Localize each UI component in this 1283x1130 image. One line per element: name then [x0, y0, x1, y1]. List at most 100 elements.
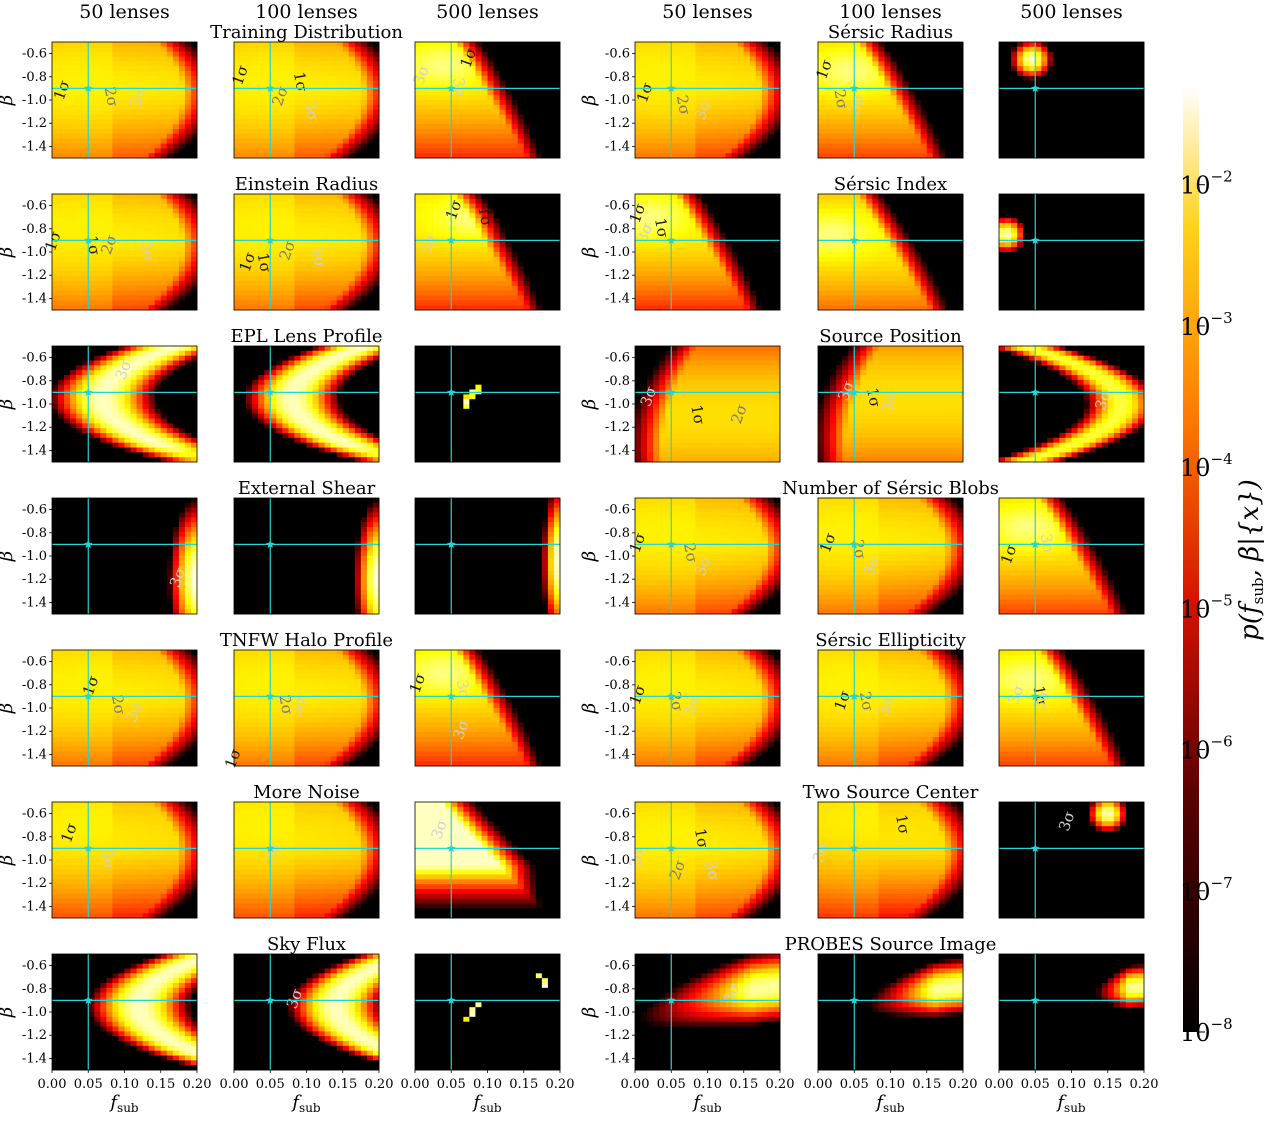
heatmap-cell [903, 81, 909, 86]
heatmap-cell [463, 115, 469, 120]
heatmap-cell [349, 115, 355, 120]
heatmap-cell [451, 144, 457, 149]
heatmap-cell [1126, 124, 1132, 129]
heatmap-cell [1023, 47, 1029, 52]
heatmap-cell [70, 144, 76, 149]
heatmap-cell [294, 52, 300, 57]
heatmap-cell [824, 124, 830, 129]
heatmap-cell [179, 300, 185, 305]
heatmap-cell [635, 76, 641, 81]
heatmap-cell [999, 105, 1005, 110]
heatmap-cell [927, 81, 933, 86]
heatmap-cell [524, 42, 530, 47]
heatmap-cell [768, 66, 774, 71]
heatmap-cell [294, 144, 300, 149]
heatmap-cell [307, 139, 313, 144]
heatmap-cell [897, 81, 903, 86]
heatmap-cell [481, 134, 487, 139]
heatmap-cell [118, 144, 124, 149]
heatmap-cell [70, 209, 76, 214]
panel-row-title: Sérsic Ellipticity [815, 630, 966, 651]
heatmap-cell [830, 148, 836, 153]
heatmap-cell [161, 105, 167, 110]
heatmap-cell [427, 95, 433, 100]
heatmap-cell [1108, 57, 1114, 62]
heatmap-cell [167, 76, 173, 81]
heatmap-cell [500, 61, 506, 66]
heatmap-cell [689, 66, 695, 71]
heatmap-cell [860, 139, 866, 144]
heatmap-cell [88, 262, 94, 267]
heatmap-cell [64, 209, 70, 214]
heatmap-cell [88, 66, 94, 71]
heatmap-cell [76, 100, 82, 105]
heatmap-cell [52, 110, 58, 115]
heatmap-cell [282, 233, 288, 238]
heatmap-cell [76, 218, 82, 223]
heatmap-cell [1041, 42, 1047, 47]
heatmap-cell [367, 47, 373, 52]
heatmap-cell [506, 119, 512, 124]
heatmap-cell [258, 139, 264, 144]
heatmap-cell [701, 57, 707, 62]
heatmap-cell [951, 100, 957, 105]
heatmap-cell [641, 148, 647, 153]
heatmap-cell [469, 124, 475, 129]
heatmap-cell [659, 61, 665, 66]
heatmap-cell [750, 124, 756, 129]
heatmap-cell [1035, 76, 1041, 81]
heatmap-cell [927, 144, 933, 149]
heatmap-cell [475, 95, 481, 100]
heatmap-cell [143, 271, 149, 276]
heatmap-cell [161, 100, 167, 105]
heatmap-cell [897, 90, 903, 95]
heatmap-cell [58, 276, 64, 281]
heatmap-cell [307, 90, 313, 95]
heatmap-cell [288, 144, 294, 149]
heatmap-cell [909, 52, 915, 57]
heatmap-cell [548, 47, 554, 52]
heatmap-cell [421, 105, 427, 110]
heatmap-cell [246, 291, 252, 296]
heatmap-cell [756, 124, 762, 129]
heatmap-cell [536, 119, 542, 124]
heatmap-cell [179, 148, 185, 153]
heatmap-cell [738, 71, 744, 76]
heatmap-cell [1114, 148, 1120, 153]
heatmap-cell [125, 139, 131, 144]
heatmap-cell [161, 213, 167, 218]
heatmap-cell [118, 115, 124, 120]
heatmap-cell [52, 209, 58, 214]
heatmap-cell [774, 139, 780, 144]
heatmap-cell [118, 257, 124, 262]
heatmap-cell [708, 144, 714, 149]
heatmap-cell [161, 262, 167, 267]
heatmap-cell [100, 194, 106, 199]
heatmap-cell [106, 57, 112, 62]
heatmap-cell [131, 218, 137, 223]
heatmap-cell [500, 105, 506, 110]
heatmap-cell [903, 71, 909, 76]
heatmap-cell [234, 223, 240, 228]
heatmap-cell [167, 247, 173, 252]
heatmap-cell [64, 194, 70, 199]
heatmap-cell [70, 271, 76, 276]
heatmap-cell [860, 90, 866, 95]
heatmap-cell [173, 148, 179, 153]
heatmap-cell [94, 199, 100, 204]
heatmap-cell [1047, 47, 1053, 52]
heatmap-cell [337, 90, 343, 95]
heatmap-cell [252, 300, 258, 305]
heatmap-cell [131, 129, 137, 134]
heatmap-cell [1011, 119, 1017, 124]
heatmap-cell [762, 105, 768, 110]
heatmap-cell [744, 110, 750, 115]
heatmap-cell [677, 66, 683, 71]
heatmap-cell [143, 286, 149, 291]
heatmap-cell [732, 105, 738, 110]
heatmap-cell [891, 57, 897, 62]
heatmap-cell [439, 57, 445, 62]
heatmap-cell [1084, 105, 1090, 110]
heatmap-cell [252, 228, 258, 233]
heatmap-cell [1120, 52, 1126, 57]
